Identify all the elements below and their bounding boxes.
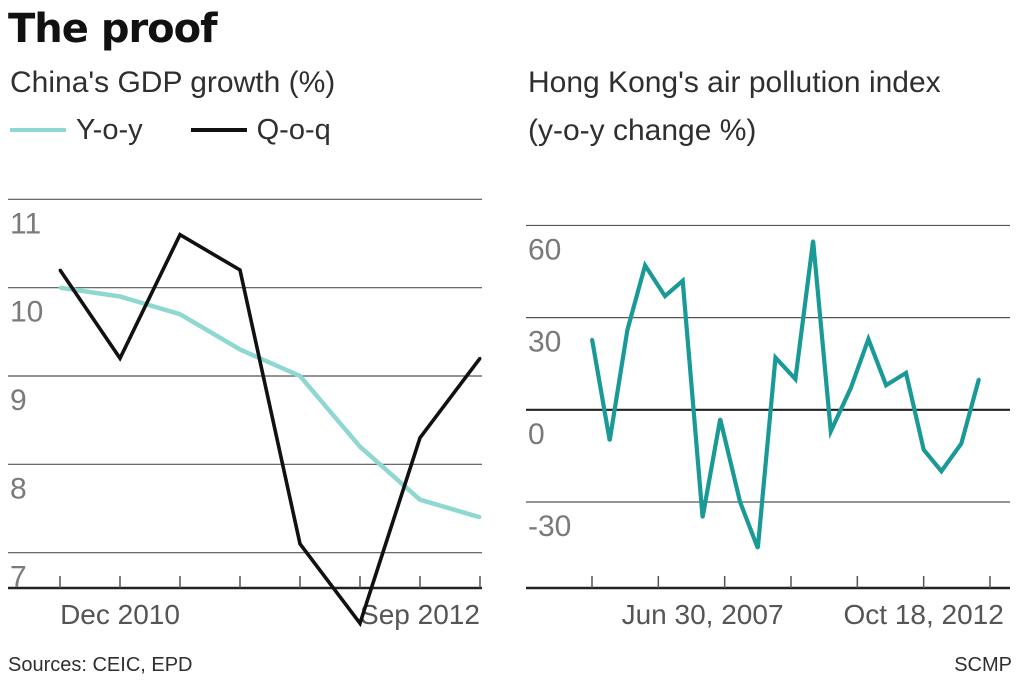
pollution-chart-title: Hong Kong's air pollution index <box>528 66 941 99</box>
pollution-point-0-8 <box>738 500 742 504</box>
pollution-point-0-15 <box>866 337 870 341</box>
headline: The proof <box>8 6 218 52</box>
gdp-point-1-1 <box>118 356 122 360</box>
credit: SCMP <box>954 654 1012 676</box>
legend-label-qoq: Q-o-q <box>256 113 331 146</box>
gdp-series-line-y-o-y <box>59 285 481 520</box>
gdp-point-0-1 <box>118 295 122 298</box>
gdp-y-tick-label-2: 9 <box>10 384 27 417</box>
gdp-point-1-0 <box>58 268 62 272</box>
legend-swatch-yoy <box>10 128 66 132</box>
pollution-y-tick-label-0: 60 <box>528 233 561 266</box>
gdp-point-1-6 <box>418 436 422 440</box>
pollution-point-0-19 <box>939 469 943 473</box>
pollution-point-0-3 <box>643 263 647 267</box>
gdp-point-0-5 <box>358 445 362 449</box>
pollution-point-0-2 <box>625 328 629 332</box>
gdp-legend: Y-o-y Q-o-q <box>10 112 379 148</box>
pollution-point-0-1 <box>608 439 612 442</box>
gdp-point-0-2 <box>178 312 182 316</box>
gdp-point-0-0 <box>58 286 62 290</box>
pollution-point-0-20 <box>959 442 963 445</box>
pollution-y-tick-label-3: -30 <box>528 510 571 543</box>
pollution-series-line-y-o-y-change <box>589 240 981 549</box>
pollution-chart-subtitle: (y-o-y change %) <box>528 114 757 147</box>
gdp-series-line-q-o-q <box>58 232 482 628</box>
pollution-x-tick-label-0: Jun 30, 2007 <box>622 599 784 630</box>
legend-label-yoy: Y-o-y <box>76 113 143 146</box>
pollution-point-0-0 <box>590 337 594 341</box>
pollution-point-0-14 <box>849 386 853 390</box>
pollution-point-0-6 <box>701 515 704 519</box>
pollution-point-0-7 <box>718 417 722 421</box>
gdp-point-1-2 <box>178 233 182 237</box>
gdp-point-0-3 <box>238 348 242 351</box>
pollution-point-0-9 <box>756 546 760 550</box>
pollution-point-0-10 <box>774 356 777 359</box>
gdp-point-1-7 <box>478 356 482 360</box>
pollution-y-tick-label-1: 30 <box>528 326 561 359</box>
legend-item-qoq: Q-o-q <box>190 113 331 147</box>
pollution-point-0-17 <box>904 371 908 375</box>
gdp-chart-title: China's GDP growth (%) <box>10 66 336 99</box>
gdp-y-tick-label-1: 10 <box>10 296 43 329</box>
legend-swatch-qoq <box>190 128 247 132</box>
gdp-point-1-5 <box>358 621 362 625</box>
pollution-point-0-4 <box>663 294 667 298</box>
gdp-point-1-3 <box>238 268 242 272</box>
pollution-point-0-11 <box>794 377 797 381</box>
pollution-point-0-21 <box>977 377 981 381</box>
gdp-point-1-4 <box>298 542 302 546</box>
pollution-point-0-18 <box>922 448 926 452</box>
gdp-y-tick-label-0: 11 <box>10 207 41 240</box>
sources-note: Sources: CEIC, EPD <box>8 654 193 676</box>
pollution-point-0-12 <box>811 239 815 243</box>
legend-item-yoy: Y-o-y <box>10 114 143 147</box>
pollution-point-0-13 <box>829 429 833 433</box>
pollution-point-0-16 <box>884 383 888 387</box>
gdp-point-0-7 <box>478 515 482 519</box>
pollution-point-0-5 <box>681 279 685 283</box>
gdp-y-tick-label-4: 7 <box>10 561 27 594</box>
gdp-x-tick-label-1: Sep 2012 <box>360 599 480 630</box>
pollution-x-tick-label-1: Oct 18, 2012 <box>843 599 1003 630</box>
gdp-point-0-4 <box>298 374 302 378</box>
gdp-y-tick-label-3: 8 <box>10 472 27 505</box>
gdp-x-tick-label-0: Dec 2010 <box>60 599 180 630</box>
gdp-point-0-6 <box>418 498 422 502</box>
pollution-y-tick-label-2: 0 <box>528 418 545 451</box>
